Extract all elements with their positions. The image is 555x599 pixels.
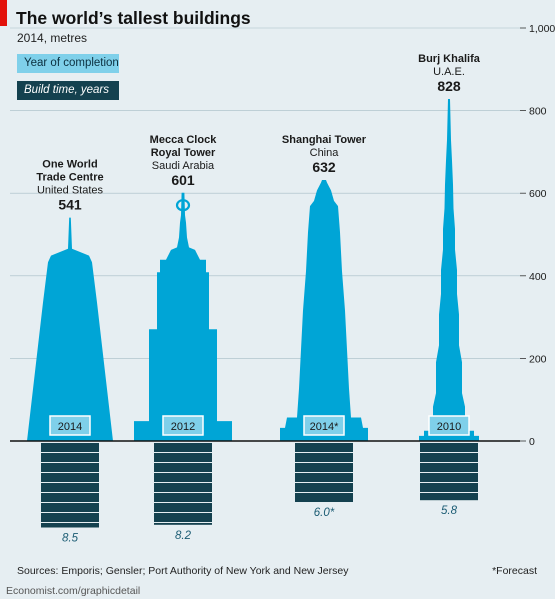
country-label: United States [37,185,104,197]
build-year-bar [420,493,478,501]
year-label: 2014* [310,421,339,433]
building-name-label: Mecca Clock [150,134,218,146]
build-time-label: 6.0* [314,507,335,519]
brand-corner-mark [0,0,7,26]
build-year-bar [41,453,99,462]
build-year-bar [41,523,99,528]
building-name-label: Royal Tower [151,147,216,159]
year-box [428,415,470,436]
build-time-label: 5.8 [441,505,458,517]
country-label: China [310,147,340,159]
build-year-bar [154,483,212,492]
build-year-bar [420,473,478,482]
height-label: 541 [58,197,82,213]
building-name-label: Shanghai Tower [282,134,367,146]
building-bar [419,99,479,441]
build-year-bar [295,473,353,482]
year-box [49,415,91,436]
build-year-bar [295,463,353,472]
build-year-bar [41,513,99,522]
build-year-bar [295,443,353,452]
y-tick-label: 1,000 [529,23,555,35]
build-year-bar [154,523,212,525]
finial-ring [175,199,191,212]
build-year-bar [41,443,99,452]
y-tick-label: 200 [529,353,547,365]
build-year-bar [295,483,353,492]
build-year-bar [154,473,212,482]
build-year-bar [420,453,478,462]
height-label: 828 [437,78,461,94]
build-year-bar [420,483,478,492]
build-year-bar [41,463,99,472]
build-year-bar [154,503,212,512]
legend-build-time: Build time, years [17,81,119,100]
year-box [303,415,345,436]
build-year-bar [154,453,212,462]
build-year-bar [41,503,99,512]
build-year-bar [154,493,212,502]
forecast-note: *Forecast [492,565,537,577]
build-year-bar [154,443,212,452]
building-bar [27,217,113,441]
build-year-bar [420,443,478,452]
legend-year-of-completion: Year of completion [17,54,119,73]
year-label: 2012 [171,421,195,433]
build-time-label: 8.2 [175,530,192,542]
year-label: 2010 [437,421,461,433]
building-name-label: One World [42,159,97,171]
sources-note: Sources: Emporis; Gensler; Port Authorit… [17,565,349,577]
build-year-bar [154,463,212,472]
building-bar [280,180,368,441]
chart-subtitle: 2014, metres [17,31,88,45]
chart-title: The world’s tallest buildings [16,8,251,28]
credit-line: Economist.com/graphicdetail [6,585,141,597]
build-year-bar [41,483,99,492]
build-year-bar [154,513,212,522]
build-year-bar [41,473,99,482]
build-year-bar [295,493,353,502]
height-label: 632 [312,159,336,175]
y-tick-label: 0 [529,436,535,448]
year-label: 2014 [58,421,82,433]
building-name-label: Trade Centre [36,172,103,184]
build-year-bar [41,493,99,502]
build-time-label: 8.5 [62,533,79,545]
building-bar [134,192,232,441]
build-year-bar [295,453,353,462]
building-name-label: Burj Khalifa [418,53,481,65]
y-tick-label: 400 [529,271,547,283]
build-year-bar [420,463,478,472]
height-label: 601 [171,172,195,188]
country-label: Saudi Arabia [152,160,215,172]
country-label: U.A.E. [433,66,465,78]
y-tick-label: 800 [529,106,547,118]
year-box [162,415,204,436]
y-tick-label: 600 [529,188,547,200]
